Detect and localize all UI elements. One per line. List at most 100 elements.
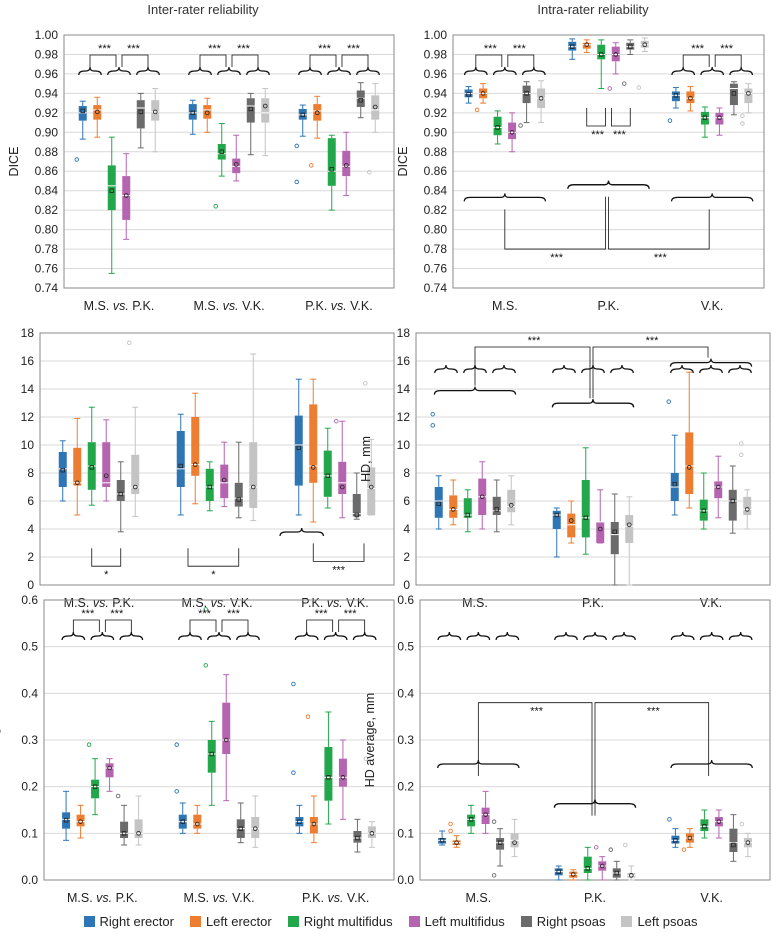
pair-brace bbox=[670, 631, 695, 641]
mean-marker bbox=[614, 870, 619, 876]
significance-label: *** bbox=[691, 43, 705, 55]
box-body bbox=[481, 807, 490, 824]
mean-marker bbox=[209, 751, 214, 757]
outlier-point bbox=[474, 107, 480, 113]
mean-marker bbox=[223, 737, 229, 743]
box-body bbox=[203, 105, 212, 119]
box-body bbox=[434, 487, 443, 518]
mean-marker bbox=[262, 103, 268, 109]
box-left-multifidus bbox=[596, 489, 605, 544]
box-left-psoas bbox=[739, 821, 752, 858]
box-left-erector bbox=[309, 95, 322, 168]
chart-dice_intra: 0.74 0.76 0.78 0.80 0.82 0.84 0.86 0.88 0.90 0.92… bbox=[396, 28, 765, 313]
y-tick-label: 0.76 bbox=[424, 262, 448, 276]
mean-marker bbox=[310, 465, 316, 470]
y-tick-label: 0.80 bbox=[424, 223, 448, 237]
mean-marker bbox=[730, 498, 735, 504]
y-tick-label: 0.82 bbox=[35, 203, 59, 217]
box-body bbox=[508, 122, 517, 140]
significance-bracket bbox=[89, 54, 117, 67]
x-tick-label: P.K. bbox=[582, 596, 604, 610]
mean-marker bbox=[326, 775, 331, 780]
significance-label: *** bbox=[530, 706, 544, 718]
mean-marker bbox=[109, 188, 114, 193]
mean-marker bbox=[180, 819, 185, 824]
x-tick-label: M.S. vs. V.K. bbox=[181, 596, 252, 610]
mean-marker bbox=[468, 817, 474, 822]
mean-marker bbox=[480, 91, 486, 96]
significance-bracket bbox=[608, 196, 710, 250]
mean-marker bbox=[687, 835, 693, 841]
mean-marker bbox=[123, 193, 129, 198]
y-tick-label: 0.76 bbox=[35, 262, 59, 276]
mean-marker bbox=[702, 824, 707, 829]
legend-label: Right psoas bbox=[536, 914, 606, 929]
mean-marker bbox=[250, 484, 256, 490]
box-left-multifidus bbox=[105, 758, 114, 792]
box-body bbox=[625, 515, 634, 543]
mean-marker bbox=[584, 42, 590, 48]
outlier-point bbox=[203, 607, 208, 612]
outlier-point bbox=[291, 681, 296, 687]
box-left-erector bbox=[569, 869, 578, 881]
significance-bracket bbox=[309, 54, 337, 67]
significance-bracket bbox=[341, 54, 369, 67]
legend-label: Left psoas bbox=[637, 914, 698, 929]
significance-bracket bbox=[507, 54, 535, 67]
mean-marker bbox=[236, 497, 241, 502]
pair-brace bbox=[327, 66, 351, 76]
box-right-erector bbox=[552, 507, 561, 558]
box-right-erector bbox=[62, 790, 71, 841]
pair-brace bbox=[437, 631, 462, 641]
y-tick-label: 0.90 bbox=[424, 125, 448, 139]
box-left-psoas bbox=[249, 353, 258, 522]
mean-marker bbox=[340, 775, 346, 780]
outlier-point bbox=[174, 789, 179, 794]
group-brace bbox=[463, 193, 547, 202]
mean-marker bbox=[207, 484, 212, 490]
y-tick-label: 0.78 bbox=[424, 242, 448, 256]
box-right-multifidus bbox=[467, 804, 476, 834]
significance-bracket bbox=[189, 619, 217, 632]
legend-item-left-psoas: Left psoas bbox=[621, 914, 697, 929]
outlier-point bbox=[305, 714, 311, 719]
box-body bbox=[671, 835, 680, 844]
pair-brace bbox=[352, 631, 377, 641]
outlier-point bbox=[430, 423, 436, 428]
significance-label: *** bbox=[720, 43, 734, 55]
y-axis-label: DICE bbox=[7, 147, 21, 177]
mean-marker bbox=[465, 512, 470, 518]
mean-marker bbox=[221, 477, 227, 483]
y-tick-label: 0.5 bbox=[21, 640, 38, 654]
box-left-multifidus bbox=[714, 809, 723, 839]
y-tick-label: 0.1 bbox=[21, 826, 38, 840]
mean-marker bbox=[368, 484, 374, 490]
outlier-point bbox=[334, 418, 339, 424]
y-tick-label: 0 bbox=[403, 578, 410, 592]
significance-label: * bbox=[211, 569, 216, 581]
y-tick-label: 0.78 bbox=[35, 242, 59, 256]
mean-marker bbox=[121, 831, 127, 836]
outlier-point bbox=[739, 452, 744, 458]
pair-brace bbox=[670, 364, 694, 374]
significance-label: *** bbox=[81, 608, 95, 620]
box-body bbox=[371, 95, 380, 120]
pair-brace bbox=[583, 631, 607, 641]
box-left-multifidus bbox=[478, 461, 487, 530]
box-right-multifidus bbox=[87, 406, 96, 506]
y-tick-label: 10 bbox=[21, 438, 35, 452]
mean-marker bbox=[599, 863, 605, 869]
significance-label: *** bbox=[237, 43, 251, 55]
box-body bbox=[294, 415, 303, 486]
legend-item-right-multifidus: Right multifidus bbox=[287, 914, 393, 929]
significance-label: *** bbox=[550, 252, 564, 264]
significance-label: *** bbox=[318, 43, 332, 55]
box-right-multifidus bbox=[107, 136, 116, 274]
box-right-psoas bbox=[353, 818, 362, 853]
box-right-multifidus bbox=[581, 447, 590, 555]
significance-bracket bbox=[187, 548, 240, 567]
legend-label: Right multifidus bbox=[303, 914, 393, 929]
mean-marker bbox=[673, 93, 679, 98]
legend-item-left-erector: Left erector bbox=[189, 914, 272, 929]
